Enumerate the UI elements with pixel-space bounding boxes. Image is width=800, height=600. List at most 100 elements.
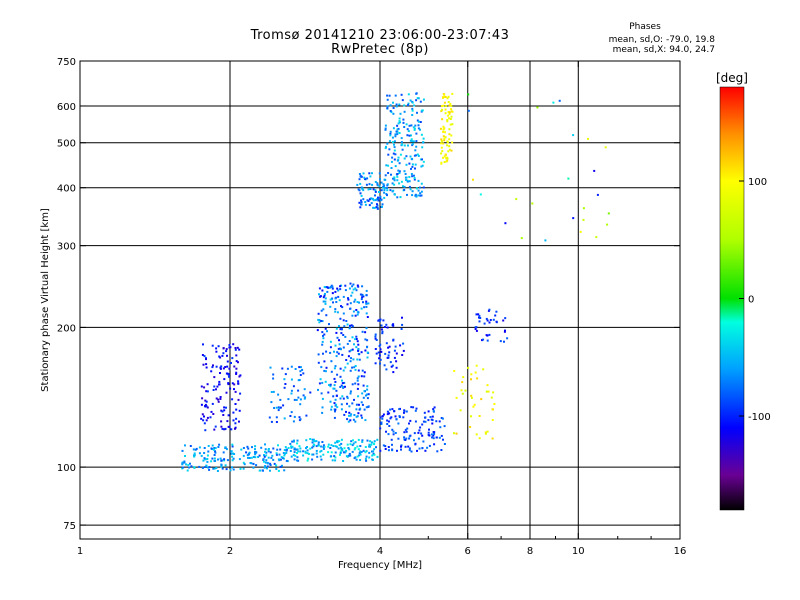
data-point xyxy=(304,450,307,453)
data-point xyxy=(351,325,354,328)
data-point xyxy=(606,223,609,226)
data-point xyxy=(337,289,340,292)
data-point xyxy=(350,349,353,352)
data-point xyxy=(330,408,333,411)
data-point xyxy=(461,392,464,395)
data-point xyxy=(290,392,293,395)
data-point xyxy=(318,293,320,296)
data-point xyxy=(385,342,388,345)
data-point xyxy=(348,287,351,290)
data-point xyxy=(248,451,251,454)
data-point xyxy=(237,361,239,364)
data-point xyxy=(446,119,449,122)
data-point xyxy=(410,167,412,170)
data-point xyxy=(403,409,406,412)
data-point xyxy=(432,437,435,440)
data-point xyxy=(401,354,404,356)
data-point xyxy=(193,452,196,455)
data-point xyxy=(407,445,410,448)
data-point xyxy=(358,178,361,181)
data-point xyxy=(202,459,205,462)
data-point xyxy=(393,149,396,152)
data-point xyxy=(183,461,186,464)
data-point xyxy=(223,458,226,461)
data-point xyxy=(364,338,367,341)
data-point xyxy=(297,396,300,399)
data-point xyxy=(449,118,452,120)
data-point xyxy=(392,324,395,327)
data-point xyxy=(419,426,422,429)
data-point xyxy=(360,194,363,197)
data-point xyxy=(339,452,342,454)
data-point xyxy=(426,446,429,449)
data-point xyxy=(371,172,373,175)
data-point xyxy=(340,442,343,445)
data-point xyxy=(447,150,450,153)
data-point xyxy=(293,415,296,418)
data-point xyxy=(311,453,314,456)
data-point xyxy=(453,370,456,372)
data-point xyxy=(257,456,260,458)
data-point xyxy=(440,417,443,419)
data-point xyxy=(232,411,235,414)
data-point xyxy=(339,375,342,378)
data-point xyxy=(432,408,435,411)
data-point xyxy=(206,416,209,419)
data-point xyxy=(380,421,383,424)
data-point xyxy=(321,441,324,443)
data-point xyxy=(408,435,411,438)
data-point xyxy=(374,333,377,336)
data-point xyxy=(357,311,360,314)
data-point xyxy=(320,449,323,452)
data-point xyxy=(390,111,393,114)
data-point xyxy=(366,177,369,180)
y-tick-label: 500 xyxy=(57,139,76,150)
data-point xyxy=(411,107,414,110)
data-point xyxy=(266,462,269,465)
data-point xyxy=(264,450,266,453)
data-point xyxy=(363,306,366,309)
data-point xyxy=(351,336,354,339)
data-point xyxy=(411,158,414,161)
data-point xyxy=(381,203,384,206)
data-point xyxy=(411,109,414,112)
data-point xyxy=(469,426,472,428)
data-point xyxy=(210,370,213,373)
data-point xyxy=(295,399,298,401)
data-point xyxy=(281,367,284,370)
data-point xyxy=(363,408,366,411)
data-point xyxy=(317,361,320,364)
data-point xyxy=(362,172,365,175)
data-point xyxy=(181,449,184,452)
data-point xyxy=(231,455,234,458)
data-point xyxy=(365,289,368,292)
data-point xyxy=(240,448,243,451)
data-point xyxy=(403,157,406,160)
data-point xyxy=(443,139,446,142)
data-point xyxy=(364,419,367,422)
data-point xyxy=(193,455,196,458)
data-point xyxy=(226,459,229,462)
data-point xyxy=(379,427,382,430)
data-point xyxy=(354,382,357,385)
data-point xyxy=(407,102,410,105)
data-point xyxy=(198,465,201,468)
data-point xyxy=(384,448,387,450)
data-point xyxy=(233,453,236,455)
data-point xyxy=(205,400,208,403)
data-point xyxy=(202,343,204,346)
data-point xyxy=(250,456,253,459)
data-point xyxy=(424,420,427,423)
data-point xyxy=(359,182,362,185)
data-point xyxy=(422,98,425,101)
data-point xyxy=(334,445,337,448)
data-point xyxy=(582,207,585,210)
data-point xyxy=(182,466,185,469)
data-point xyxy=(351,450,354,453)
data-point xyxy=(427,419,430,422)
data-point xyxy=(388,148,391,151)
data-point xyxy=(440,162,443,165)
data-point xyxy=(353,366,356,369)
data-point xyxy=(212,448,215,451)
data-point xyxy=(359,192,362,195)
